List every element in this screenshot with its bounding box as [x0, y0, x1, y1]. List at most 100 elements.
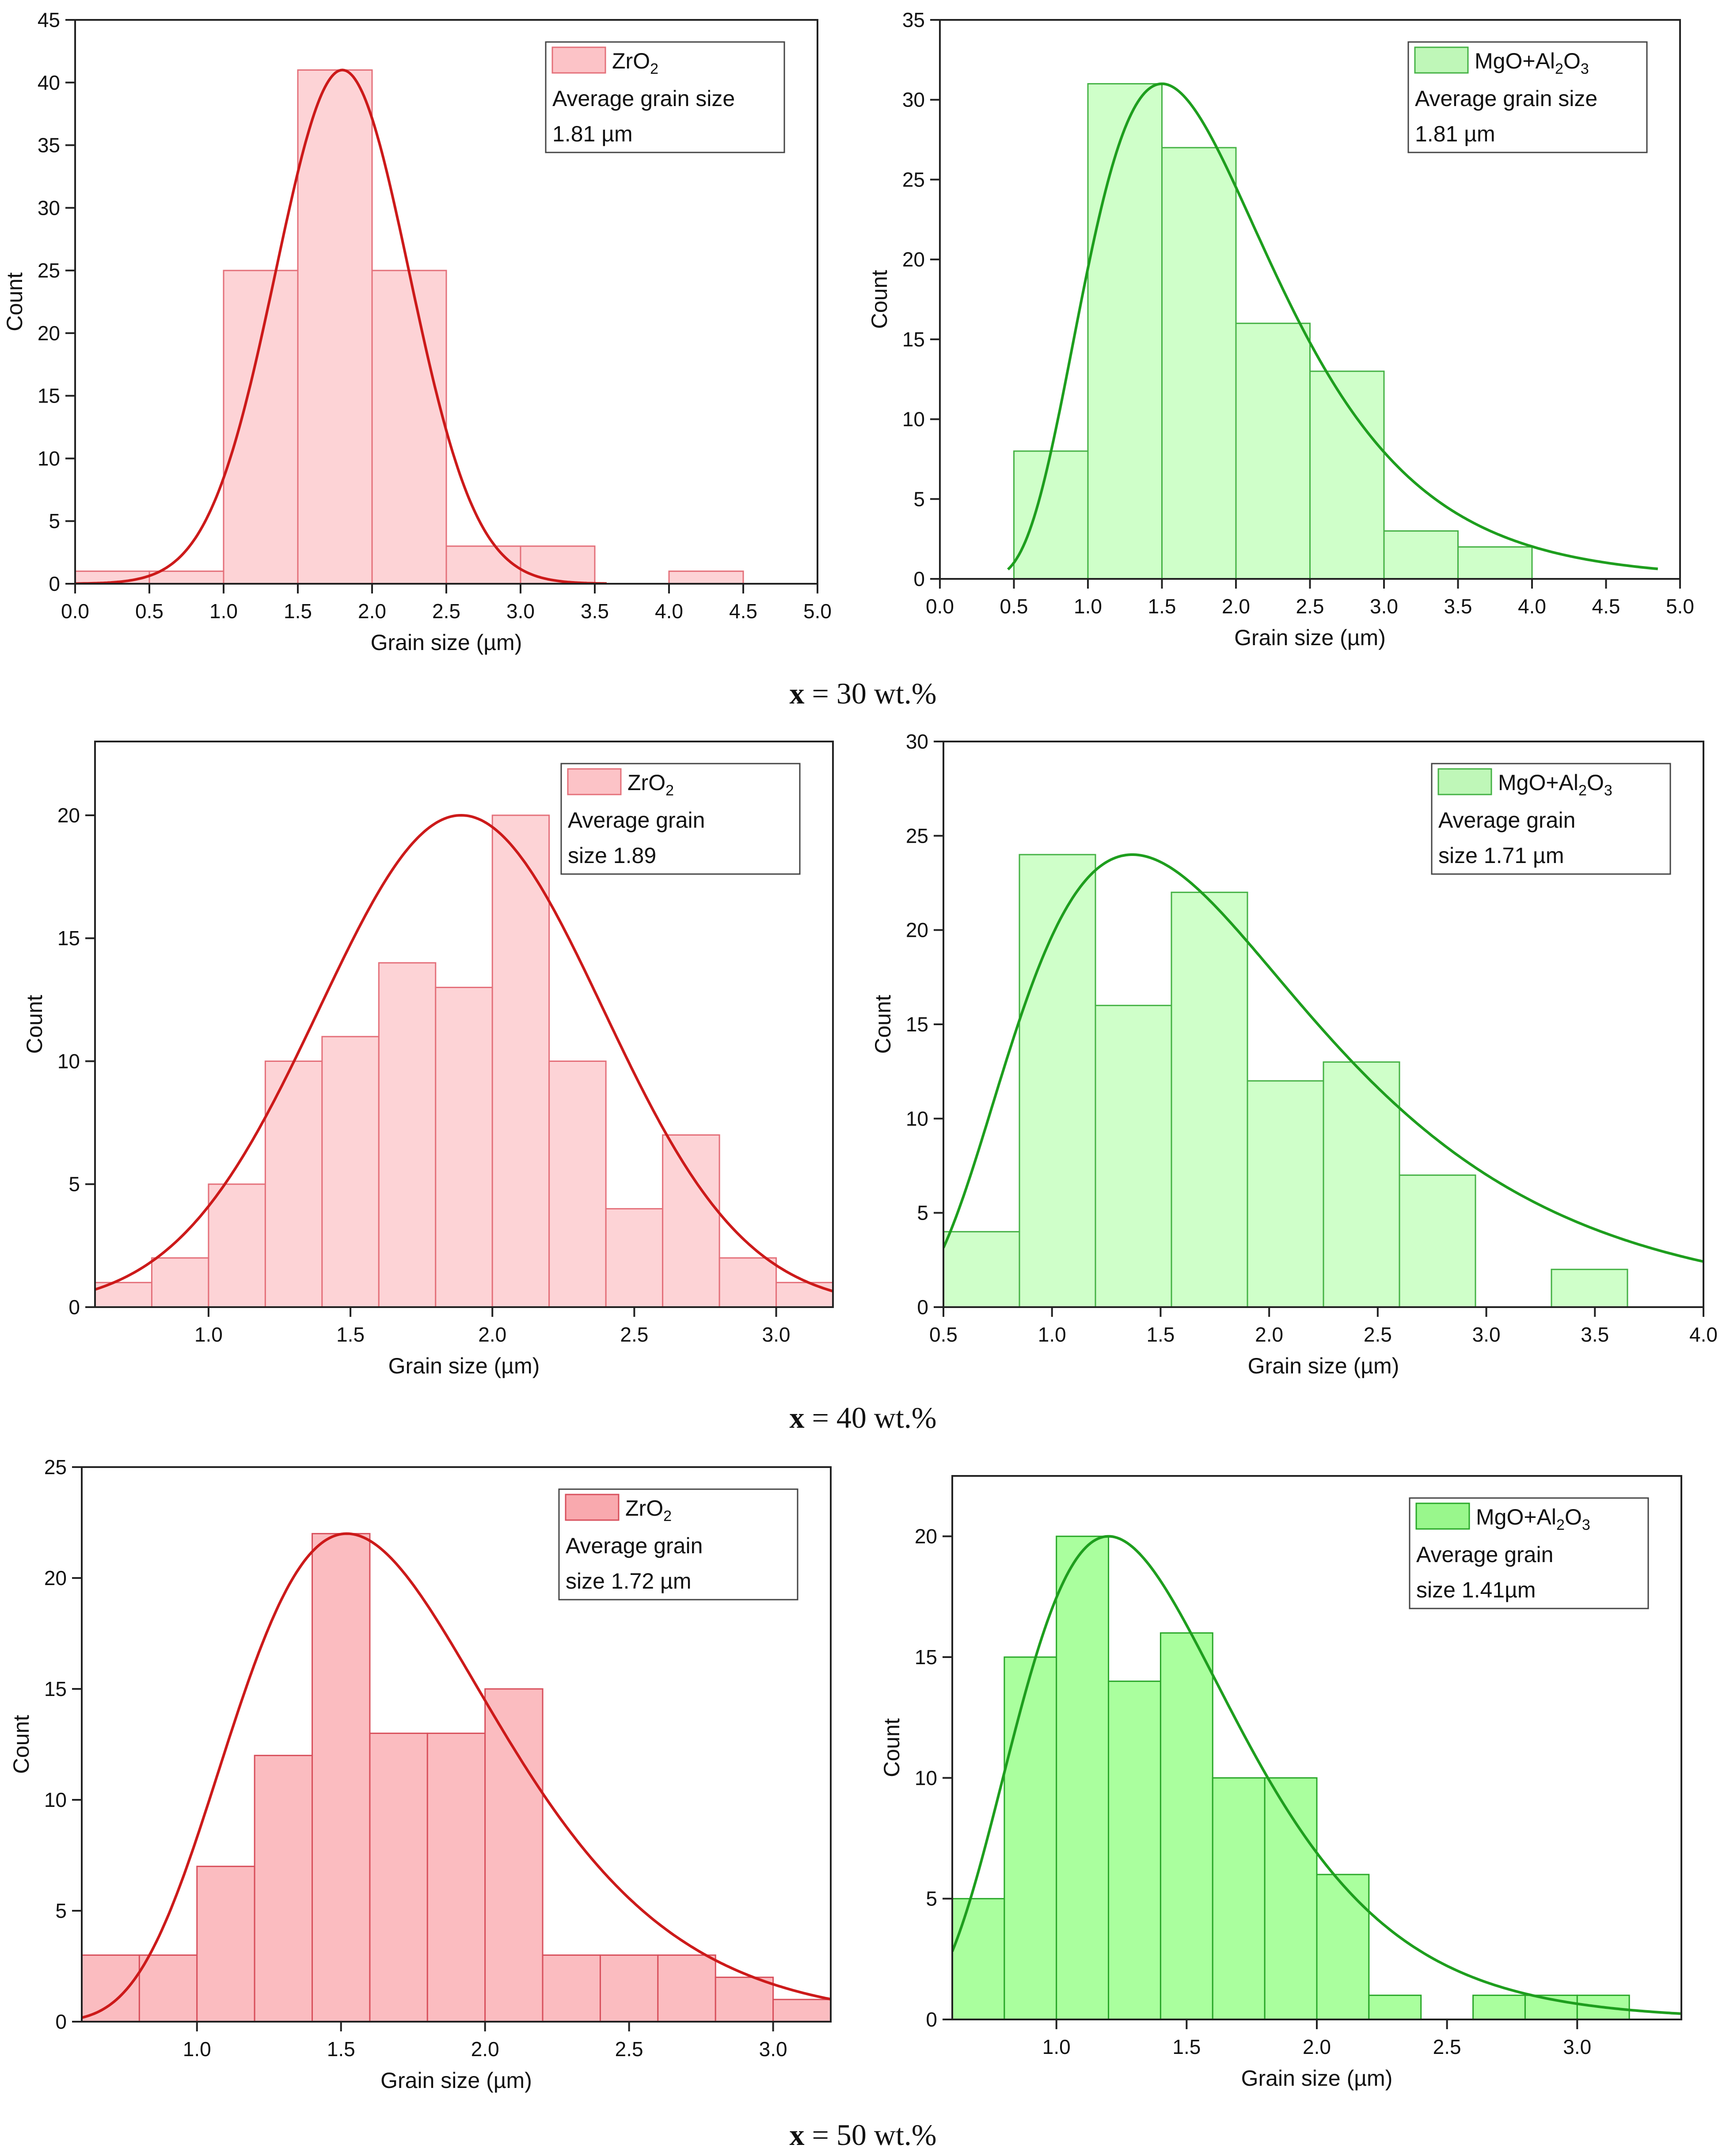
- x-tick-label: 2.5: [1296, 595, 1324, 618]
- legend-series-label: MgO+Al2O3: [1475, 49, 1589, 77]
- y-tick-label: 15: [906, 1013, 928, 1036]
- y-tick-label: 10: [906, 1107, 928, 1130]
- x-tick-label: 2.0: [1303, 2035, 1331, 2058]
- y-axis-ticks: 0 5 10 15 20: [915, 1525, 952, 2031]
- y-tick-label: 20: [57, 804, 80, 827]
- histogram-bar: [1235, 323, 1311, 580]
- y-tick-label: 15: [38, 384, 60, 407]
- legend-series-label: MgO+Al2O3: [1498, 770, 1612, 799]
- x-axis-ticks: 0.0 0.5 1.0 1.5 2.0 2.5 3.0 3.5 4.0 4.5 5.0: [926, 579, 1694, 618]
- y-tick-label: 20: [44, 1567, 67, 1589]
- x-tick-label: 3.5: [1581, 1323, 1609, 1346]
- y-tick-label: 25: [44, 1456, 67, 1479]
- chart-r1-zro2: 0.0 0.5 1.0 1.5 2.0 2.5 3.0 3.5 4.0 4.5 5.0 0 5 10 15 2…: [2, 8, 832, 655]
- x-tick-label: 2.5: [615, 2038, 643, 2061]
- histogram-bar: [223, 270, 299, 585]
- y-axis-ticks: 0 5 10 15 20: [57, 804, 95, 1319]
- x-tick-label: 3.5: [1444, 595, 1472, 618]
- fit-curve: [952, 1535, 1681, 2015]
- histogram-bar: [1087, 83, 1163, 580]
- histogram-bar: [484, 1688, 544, 2023]
- histogram-bar: [657, 1954, 716, 2023]
- x-tick-label: 4.5: [729, 600, 757, 623]
- x-axis-label: Grain size (µm): [1248, 1354, 1399, 1378]
- y-tick-label: 15: [902, 328, 925, 351]
- histogram-bar: [1095, 1004, 1172, 1308]
- x-axis-label: Grain size (µm): [1241, 2066, 1393, 2091]
- legend-series-label: ZrO2: [627, 770, 674, 799]
- y-axis-label: Count: [867, 270, 892, 329]
- y-tick-label: 5: [49, 510, 60, 532]
- histogram-bar: [1551, 1269, 1628, 1308]
- legend-annotation-line: Average grain: [566, 1533, 703, 1558]
- fit-curve: [1007, 82, 1658, 570]
- y-tick-label: 20: [906, 919, 928, 942]
- x-axis-ticks: 0.5 1.0 1.5 2.0 2.5 3.0 3.5 4.0: [929, 1307, 1718, 1346]
- x-tick-label: 5.0: [803, 600, 832, 623]
- histogram-bar: [445, 545, 521, 585]
- y-tick-label: 5: [68, 1173, 80, 1196]
- fit-curve: [75, 68, 607, 584]
- legend: MgO+Al2O3 Average grain size 1.41µm: [1409, 1497, 1649, 1609]
- y-axis-ticks: 0 5 10 15 20 25: [44, 1456, 82, 2033]
- legend-annotation-line: Average grain: [1416, 1542, 1553, 1567]
- x-tick-label: 3.5: [581, 600, 609, 623]
- y-axis-ticks: 0 5 10 15 20 25 30 35 40 45: [38, 8, 75, 595]
- histogram-bar: [1264, 1777, 1318, 2020]
- y-tick-label: 10: [902, 408, 925, 431]
- plot-frame: [81, 1466, 832, 2023]
- y-tick-label: 30: [906, 730, 928, 753]
- legend: ZrO2 Average grain size 1.72 µm: [558, 1488, 798, 1601]
- y-tick-label: 15: [915, 1646, 937, 1669]
- histogram-bar: [943, 1231, 1020, 1308]
- y-tick-label: 25: [906, 824, 928, 847]
- x-tick-label: 2.5: [620, 1323, 648, 1346]
- y-tick-label: 10: [44, 1788, 67, 1811]
- x-tick-label: 1.0: [1042, 2035, 1071, 2058]
- histogram-bar: [1108, 1681, 1161, 2020]
- histogram-bars: [74, 69, 744, 585]
- legend-annotation-line: Average grain size: [1415, 86, 1597, 111]
- histogram-bar: [1316, 1874, 1370, 2020]
- histogram-bar: [1399, 1174, 1476, 1308]
- legend-swatch: [551, 46, 606, 74]
- x-tick-label: 0.0: [926, 595, 954, 618]
- histogram-bar: [715, 1977, 774, 2023]
- y-tick-label: 0: [49, 572, 60, 595]
- histogram-bar: [371, 270, 447, 585]
- y-tick-label: 5: [917, 1202, 928, 1224]
- charts-group: 0.0 0.5 1.0 1.5 2.0 2.5 3.0 3.5 4.0 4.5 5.0 0 5 10 15 2…: [2, 8, 1718, 2093]
- histogram-bar: [1161, 147, 1237, 580]
- y-tick-label: 0: [926, 2008, 937, 2031]
- x-tick-label: 3.0: [1370, 595, 1398, 618]
- histogram-bar: [81, 1954, 140, 2023]
- histogram-bar: [668, 570, 744, 585]
- histogram-bar: [605, 1208, 664, 1308]
- histogram-bar: [426, 1732, 486, 2023]
- y-tick-label: 25: [38, 259, 60, 282]
- y-tick-label: 15: [44, 1677, 67, 1700]
- histogram-bar: [1171, 891, 1248, 1308]
- x-tick-label: 1.5: [1146, 1323, 1175, 1346]
- y-tick-label: 5: [926, 1887, 937, 1910]
- histogram-bar: [312, 1533, 371, 2023]
- histogram-bar: [662, 1134, 720, 1308]
- histogram-bars: [81, 1533, 832, 2023]
- y-tick-label: 35: [38, 134, 60, 157]
- histogram-bar: [321, 1036, 380, 1308]
- x-axis-ticks: 1.0 1.5 2.0 2.5 3.0: [1042, 2019, 1591, 2058]
- y-tick-label: 25: [902, 168, 925, 191]
- x-tick-label: 3.0: [759, 2038, 787, 2061]
- chart-r2-mgo: 0.5 1.0 1.5 2.0 2.5 3.0 3.5 4.0 0 5 10 15 20 25 30 Grai…: [871, 730, 1718, 1378]
- x-tick-label: 3.0: [1563, 2035, 1591, 2058]
- chart-r1-mgo: 0.0 0.5 1.0 1.5 2.0 2.5 3.0 3.5 4.0 4.5 5.0 0 5 10 15 2…: [867, 8, 1694, 650]
- legend-annotation-line: Average grain: [1438, 808, 1575, 833]
- legend-series-label: ZrO2: [612, 49, 658, 77]
- x-tick-label: 0.5: [1000, 595, 1028, 618]
- y-tick-label: 0: [913, 567, 925, 590]
- x-tick-label: 0.5: [135, 600, 163, 623]
- histogram-bar: [951, 1898, 1005, 2020]
- histogram-bar: [1160, 1632, 1213, 2020]
- y-tick-label: 0: [68, 1296, 80, 1319]
